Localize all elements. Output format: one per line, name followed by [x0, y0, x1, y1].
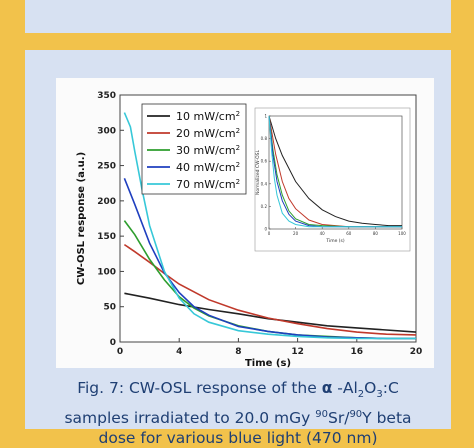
series-line-5	[123, 112, 416, 340]
inset-x-tick-label: 100	[398, 231, 406, 236]
inset-x-tick-label: 40	[320, 231, 326, 236]
caption-line-1: Fig. 7: CW-OSL response of the α -Al2O3:…	[77, 379, 399, 401]
inset-x-tick-label: 60	[346, 231, 352, 236]
y-tick-label: 50	[103, 303, 116, 313]
legend-label-5: 70 mW/cm2	[176, 178, 240, 191]
x-tick-label: 16	[351, 347, 364, 357]
inset-plot-area	[268, 115, 403, 230]
inset-series-line-1	[268, 115, 402, 227]
x-tick-label: 0	[117, 347, 123, 357]
x-tick-label: 8	[235, 347, 241, 357]
y-tick-label: 200	[97, 197, 116, 207]
inset-y-tick-label: 0	[264, 227, 267, 232]
x-axis-label: Time (s)	[245, 358, 291, 368]
legend-box	[141, 103, 247, 195]
inset-x-tick-label: 0	[268, 231, 271, 236]
y-tick-label: 250	[97, 162, 116, 172]
legend-label-2: 20 mW/cm2	[176, 127, 240, 140]
y-tick-label: 350	[97, 91, 116, 101]
legend-label-4: 40 mW/cm2	[176, 161, 240, 174]
inset-y-tick-label: 0.6	[261, 159, 268, 164]
y-tick-label: 150	[97, 232, 116, 242]
y-axis-label: CW-OSL response (a.u.)	[76, 152, 87, 285]
inset-x-axis-label: Time (s)	[325, 238, 345, 244]
inset-x-tick-label: 80	[373, 231, 379, 236]
legend-label-3: 30 mW/cm2	[176, 144, 240, 157]
inset-y-tick-label: 0.2	[261, 204, 268, 209]
y-tick-label: 0	[110, 338, 116, 348]
inset-y-tick-label: 0.4	[261, 181, 268, 186]
legend-label-1: 10 mW/cm2	[176, 110, 240, 123]
top-panel	[25, 0, 451, 33]
x-tick-label: 4	[176, 347, 182, 357]
x-tick-label: 20	[410, 347, 423, 357]
inset-y-axis-label: Normalized CW-OSL	[255, 150, 261, 196]
alpha-symbol: α	[321, 379, 333, 397]
caption-line-3: dose for various blue light (470 nm)	[98, 429, 378, 448]
figure-caption: Fig. 7: CW-OSL response of the α -Al2O3:…	[25, 378, 451, 448]
inset-y-tick-label: 1	[264, 114, 267, 119]
inset-y-tick-label: 0.8	[261, 136, 268, 141]
y-tick-label: 300	[97, 126, 116, 136]
y-tick-label: 100	[97, 267, 116, 277]
inset-series-line-5	[268, 115, 402, 228]
series-line-2	[123, 243, 417, 336]
inset-x-tick-label: 20	[293, 231, 299, 236]
figure: 0 4 8 12 16 20 0 50 100 150 200 250 300 350 Time (s) CW…	[56, 78, 434, 368]
x-tick-label: 12	[291, 347, 304, 357]
caption-line-2: samples irradiated to 20.0 mGy 90Sr/90Y …	[64, 409, 412, 428]
